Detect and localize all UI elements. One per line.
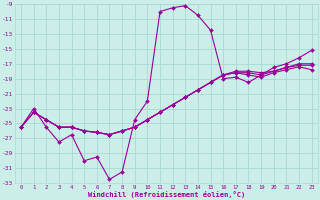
X-axis label: Windchill (Refroidissement éolien,°C): Windchill (Refroidissement éolien,°C) [88,191,245,198]
